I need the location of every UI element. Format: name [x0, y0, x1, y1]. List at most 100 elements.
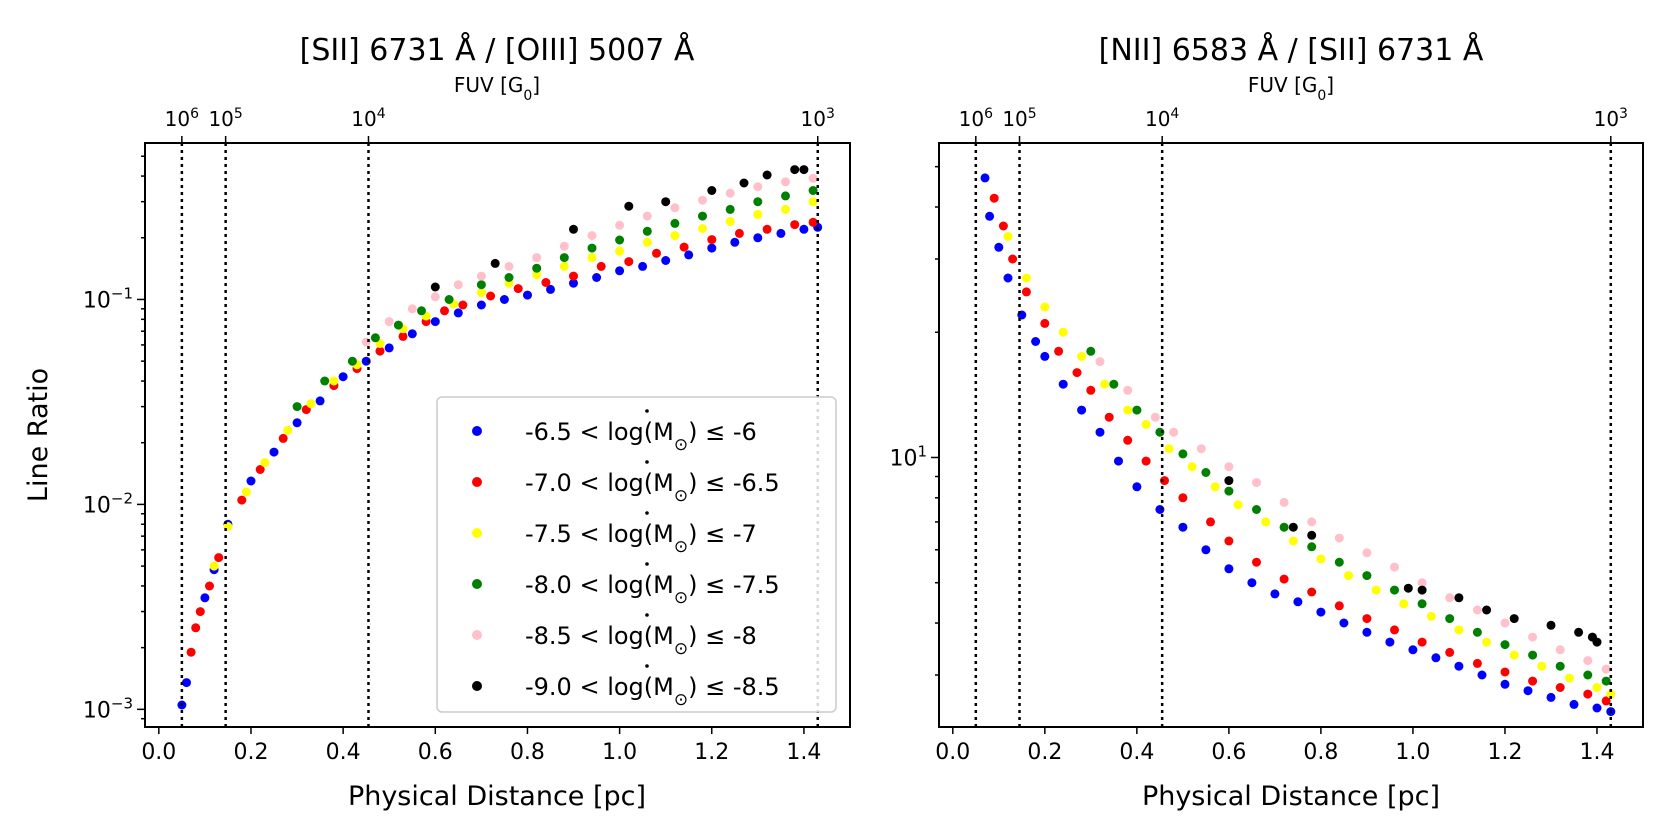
data-point — [384, 317, 394, 327]
data-point — [569, 224, 578, 234]
data-point — [808, 197, 818, 207]
x-tick-label: 0.4 — [326, 740, 361, 765]
data-point — [370, 333, 380, 343]
y-tick-label: 10−3 — [83, 694, 133, 723]
legend-marker — [472, 528, 482, 538]
data-point — [1583, 656, 1593, 666]
data-point — [989, 193, 999, 203]
data-point — [1344, 571, 1353, 581]
data-point — [1224, 536, 1234, 546]
data-point — [430, 317, 440, 327]
data-point — [186, 647, 196, 657]
data-point — [615, 266, 625, 276]
data-point — [587, 253, 597, 263]
data-point — [292, 418, 302, 428]
data-point — [1445, 614, 1455, 624]
data-point — [375, 346, 385, 356]
data-point — [315, 396, 325, 406]
legend-entry-label: -8.5 < log(M⊙) ≤ -8 — [525, 622, 757, 659]
data-point — [1445, 647, 1455, 657]
data-point — [1178, 449, 1188, 459]
data-point — [338, 372, 348, 382]
data-point — [753, 209, 763, 219]
data-point — [808, 186, 818, 195]
data-point — [361, 356, 371, 366]
data-point — [559, 253, 569, 263]
legend-marker — [472, 426, 482, 436]
data-point — [1555, 683, 1565, 692]
data-point — [1003, 231, 1013, 241]
data-point — [1247, 578, 1257, 588]
data-point — [490, 258, 500, 268]
data-point — [1072, 368, 1082, 378]
data-point — [1546, 692, 1556, 702]
data-point — [195, 607, 205, 617]
data-point — [1592, 683, 1602, 692]
data-point — [513, 284, 523, 294]
data-point — [1141, 420, 1151, 429]
data-point — [182, 678, 191, 688]
x-tick-label: 1.4 — [1579, 740, 1614, 765]
data-point — [559, 261, 569, 271]
data-point — [1528, 632, 1538, 642]
data-point — [1509, 614, 1519, 624]
data-point — [476, 288, 486, 298]
data-point — [1339, 618, 1349, 628]
data-point — [191, 623, 201, 633]
data-point — [739, 178, 749, 188]
data-point — [1307, 517, 1317, 527]
data-point — [799, 165, 809, 175]
legend-marker — [472, 630, 482, 640]
data-point — [762, 224, 772, 234]
data-point — [430, 282, 440, 292]
data-point — [523, 290, 532, 300]
y-axis-label: Line Ratio — [23, 368, 54, 502]
data-point — [453, 308, 463, 318]
data-point — [1500, 640, 1510, 650]
fuv-tick-label: 103 — [1594, 106, 1628, 131]
data-point — [1601, 664, 1611, 674]
data-point — [1537, 661, 1547, 671]
data-point — [1454, 593, 1464, 603]
data-point — [1555, 645, 1565, 655]
data-point — [1564, 673, 1574, 683]
data-point — [1362, 571, 1372, 581]
data-point — [808, 173, 818, 183]
data-point — [1123, 385, 1133, 395]
data-point — [642, 211, 652, 221]
data-point — [638, 261, 648, 271]
data-point — [269, 447, 279, 457]
data-point — [246, 476, 256, 486]
data-point — [1390, 562, 1399, 572]
data-point — [1109, 379, 1119, 389]
mdot-accent — [645, 409, 649, 413]
data-point — [753, 182, 763, 192]
data-point — [1114, 456, 1123, 466]
data-point — [1362, 627, 1372, 637]
x-tick-label: 0.8 — [1303, 740, 1338, 765]
data-point — [1224, 486, 1234, 496]
data-point — [1201, 545, 1211, 555]
data-point — [347, 356, 357, 366]
data-point — [1307, 530, 1317, 540]
data-point — [458, 300, 468, 310]
chart-title: [NII] 6583 Å / [SII] 6731 Å — [1099, 32, 1484, 68]
data-point — [1555, 661, 1565, 671]
x-axis-label: Physical Distance [pc] — [1142, 781, 1440, 812]
data-point — [1252, 557, 1261, 567]
data-point — [1574, 627, 1584, 637]
legend-entry-label: -7.0 < log(M⊙) ≤ -6.5 — [525, 469, 780, 506]
data-point — [1316, 554, 1326, 564]
data-point — [1054, 346, 1064, 356]
data-point — [1500, 667, 1510, 677]
data-point — [1132, 405, 1142, 415]
data-point — [1546, 620, 1556, 630]
data-point — [532, 253, 542, 263]
data-point — [1601, 676, 1611, 686]
fuv-tick-label: 105 — [208, 106, 242, 131]
x-tick-label: 1.2 — [1487, 740, 1522, 765]
data-point — [615, 246, 625, 256]
data-point — [476, 280, 486, 290]
data-point — [1279, 497, 1289, 507]
data-point — [407, 304, 417, 314]
